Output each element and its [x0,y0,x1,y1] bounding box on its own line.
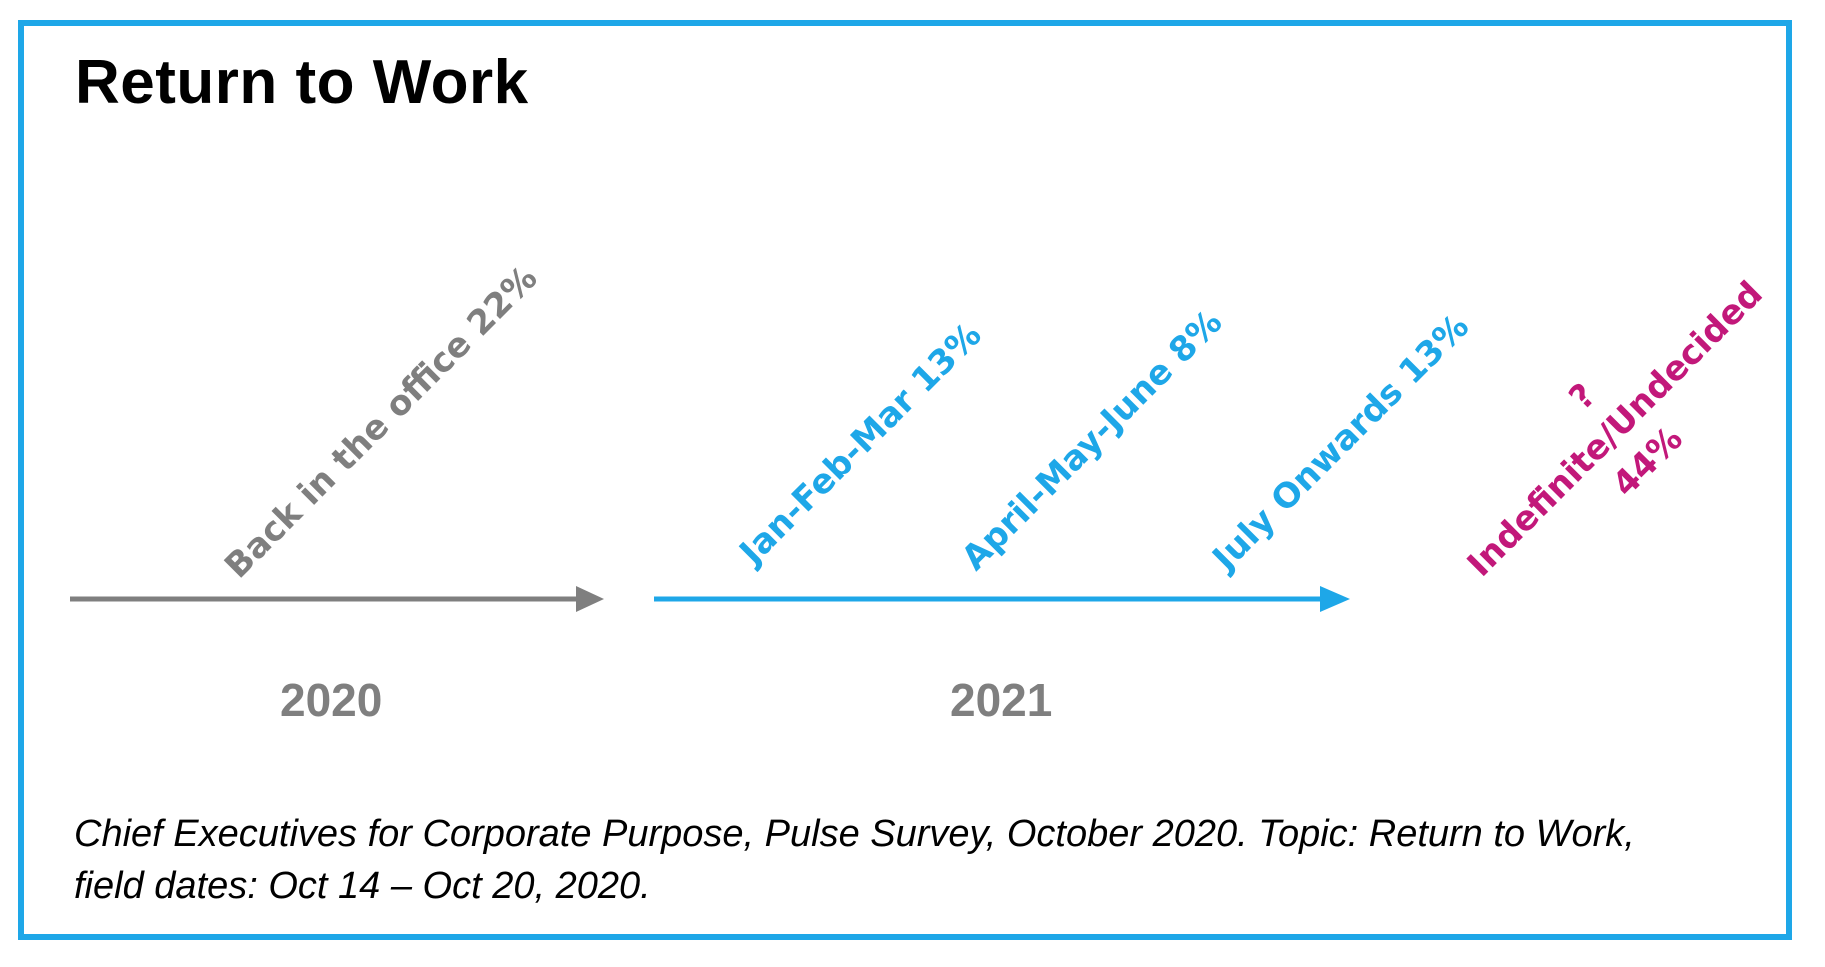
year-label-2021: 2021 [950,674,1053,726]
label-jan-feb-mar: Jan-Feb-Mar 13% [731,315,990,574]
undecided-question: ? [1562,376,1604,418]
label-back-in-office: Back in the office 22% [217,258,545,586]
undecided-group: ? Indefinite/Undecided 44% [1460,274,1771,585]
arrow-2020 [70,586,604,612]
page-title: Return to Work [75,48,529,117]
year-label-2020: 2020 [280,674,383,726]
undecided-label: Indefinite/Undecided [1460,274,1771,585]
arrow-2021-head-icon [1320,586,1350,612]
source-note: Chief Executives for Corporate Purpose, … [74,813,1635,907]
arrow-2020-head-icon [576,586,604,612]
slide-frame [18,20,1792,940]
label-july-onwards: July Onwards 13% [1204,306,1477,579]
arrow-2021 [654,586,1350,612]
label-april-may-june: April-May-June 8% [954,302,1230,578]
